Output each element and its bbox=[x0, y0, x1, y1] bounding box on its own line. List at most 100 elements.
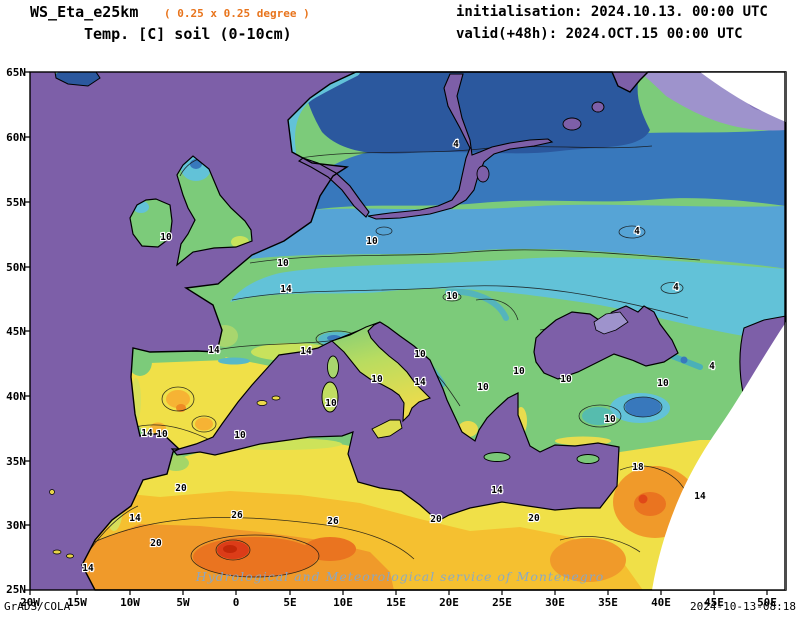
contour-label: 4 bbox=[709, 361, 715, 372]
contour-line bbox=[299, 145, 653, 159]
mideast-deep-orange bbox=[634, 492, 666, 516]
uk-coastline bbox=[176, 155, 253, 267]
lat-tick-marks bbox=[25, 71, 30, 591]
contour-label: 20 bbox=[150, 538, 162, 549]
coastlines bbox=[54, 71, 787, 591]
lat-tick-label: 40N bbox=[6, 390, 26, 403]
lat-tick-label: 45N bbox=[6, 325, 26, 338]
contour-label: 10 bbox=[160, 232, 172, 243]
balearic-island bbox=[256, 400, 268, 406]
watermark: Hydrological and Meteorological service … bbox=[195, 569, 605, 584]
contour-label: 10 bbox=[513, 366, 525, 377]
cyprus-island bbox=[576, 454, 600, 464]
sahara-red-core bbox=[223, 545, 237, 553]
lon-axis: 20W 15W 10W 5W 0 5E 10E 15E 20E 25E 30E … bbox=[20, 596, 777, 609]
contour-line bbox=[91, 517, 415, 560]
contour-label: 10 bbox=[414, 349, 426, 360]
canary-island bbox=[66, 553, 74, 559]
baltic-sea bbox=[367, 73, 554, 220]
lat-tick-label: 65N bbox=[6, 66, 26, 79]
contour-label: 10 bbox=[446, 291, 458, 302]
contour-label: 14 bbox=[414, 377, 426, 388]
italy-peninsula bbox=[330, 321, 431, 423]
lon-tick-label: 15W bbox=[67, 596, 87, 609]
nodata-wedge-bottomright bbox=[652, 322, 786, 590]
contour-label: 10 bbox=[234, 430, 246, 441]
contour-label: 26 bbox=[327, 516, 339, 527]
sahara-deep-orange-2 bbox=[304, 537, 356, 561]
lat-tick-label: 60N bbox=[6, 131, 26, 144]
contour-labels: 10 10 14 10 10 4 4 4 4 10 14 14 14 10 10… bbox=[81, 138, 716, 575]
init-time-label: initialisation: 2024.10.13. 00:00 UTC bbox=[456, 4, 768, 20]
levant-red-spot bbox=[638, 494, 648, 504]
contour-label: 14 bbox=[280, 284, 292, 295]
lon-tick-label: 15E bbox=[386, 596, 406, 609]
contour-label: 10 bbox=[371, 374, 383, 385]
lon-tick-label: 5W bbox=[176, 596, 190, 609]
contour-label: 10 bbox=[604, 414, 616, 425]
contour-label: 4 bbox=[634, 226, 640, 237]
caucasus-blue-dot bbox=[680, 356, 688, 364]
iberia-orange-1 bbox=[166, 390, 190, 408]
contour-line bbox=[231, 285, 689, 319]
carpathian-teal bbox=[445, 288, 509, 321]
pyrenees-cyan bbox=[218, 357, 250, 365]
lat-tick-label: 35N bbox=[6, 455, 26, 468]
contour-label: 10 bbox=[560, 374, 572, 385]
galicia-green-blob bbox=[128, 348, 152, 376]
lon-tick-label: 30E bbox=[545, 596, 565, 609]
madeira-island bbox=[49, 489, 55, 495]
contour-line bbox=[215, 539, 251, 561]
corsica-island bbox=[327, 355, 339, 379]
contour-line bbox=[191, 415, 217, 433]
crete-island bbox=[483, 452, 511, 462]
balearic-island bbox=[271, 395, 281, 401]
contour-label: 4 bbox=[453, 139, 459, 150]
contour-line bbox=[131, 424, 213, 442]
canary-island bbox=[52, 549, 62, 555]
contour-label: 14 bbox=[491, 485, 503, 496]
contour-label: 4 bbox=[673, 282, 679, 293]
sardinia-island bbox=[321, 381, 339, 413]
anatolia-teal bbox=[582, 407, 614, 425]
islands bbox=[49, 321, 600, 559]
lat-tick-label: 50N bbox=[6, 261, 26, 274]
nodata-wedge-topright bbox=[700, 72, 786, 122]
contour-line bbox=[618, 225, 646, 239]
resolution-note: ( 0.25 x 0.25 degree ) bbox=[164, 7, 310, 20]
lightblue-band bbox=[250, 204, 786, 269]
contour-label: 20 bbox=[175, 483, 187, 494]
contour-label: 10 bbox=[657, 378, 669, 389]
east-anatolia-blue bbox=[625, 397, 661, 417]
contour-label: 14 bbox=[300, 346, 312, 357]
contour-line bbox=[578, 404, 622, 428]
model-title: WS_Eta_e25km bbox=[30, 3, 139, 21]
contour-line bbox=[190, 534, 320, 578]
egypt-orange-blob bbox=[550, 538, 626, 582]
contour-label: 14 bbox=[694, 491, 706, 502]
contour-line bbox=[442, 292, 462, 302]
lon-tick-label: 50E bbox=[757, 596, 777, 609]
lon-tick-label: 25E bbox=[492, 596, 512, 609]
lake-ladoga bbox=[562, 117, 582, 131]
cyan-band bbox=[230, 257, 786, 342]
contour-label: 18 bbox=[632, 462, 644, 473]
black-sea bbox=[533, 305, 679, 380]
contour-line bbox=[249, 249, 701, 264]
contour-label: 14 bbox=[82, 563, 94, 574]
contour-line bbox=[660, 282, 684, 294]
contour-label: 14 bbox=[129, 513, 141, 524]
lake-onega bbox=[591, 101, 605, 113]
valid-time-label: valid(+48h): 2024.OCT.15 00:00 UTC bbox=[456, 26, 743, 42]
contour-label: 14 bbox=[141, 428, 153, 439]
contour-line bbox=[623, 396, 663, 418]
lon-tick-label: 20E bbox=[439, 596, 459, 609]
lon-tick-label: 10W bbox=[120, 596, 140, 609]
mainland-coastline bbox=[81, 71, 787, 591]
ireland-coastline bbox=[129, 198, 173, 248]
contour-label: 26 bbox=[231, 510, 243, 521]
iberia-north-green-strip bbox=[128, 350, 226, 368]
contour-label: 20 bbox=[430, 514, 442, 525]
